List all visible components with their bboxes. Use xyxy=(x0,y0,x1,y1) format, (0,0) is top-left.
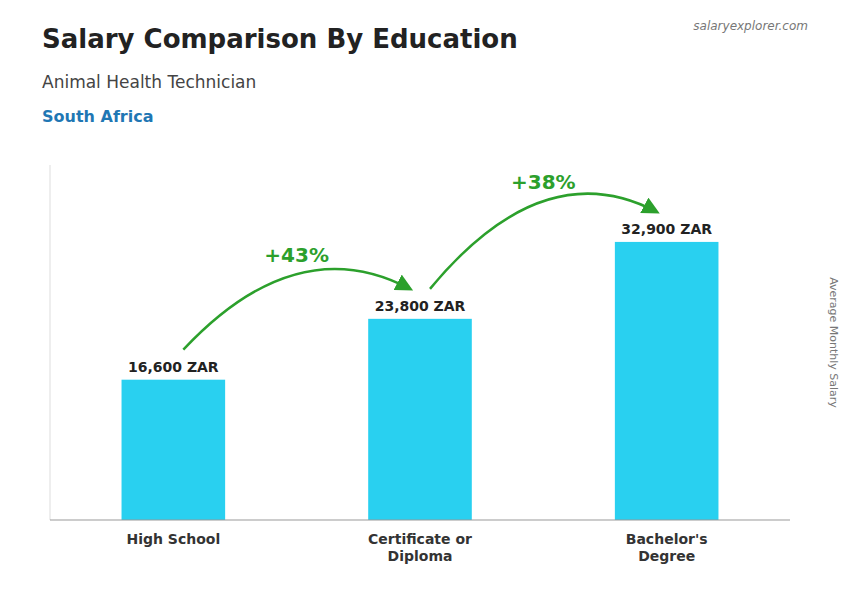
data-label: 32,900 ZAR xyxy=(621,221,712,237)
bar xyxy=(122,380,226,520)
data-label: 16,600 ZAR xyxy=(128,359,219,375)
change-label: +43% xyxy=(264,243,329,267)
x-axis-line xyxy=(50,520,790,521)
title: Salary Comparison By Education xyxy=(42,24,518,54)
chart: Salary Comparison By Education Animal Hea… xyxy=(0,0,850,606)
data-label: 23,800 ZAR xyxy=(375,298,466,314)
y-axis-label: Average Monthly Salary xyxy=(827,277,840,408)
change-label: +38% xyxy=(511,170,576,194)
subtitle: Animal Health Technician xyxy=(42,72,256,92)
x-tick-label: High School xyxy=(126,531,220,547)
bar xyxy=(368,319,472,520)
x-tick-label: Bachelor'sDegree xyxy=(626,531,708,564)
change-arrow xyxy=(183,269,410,350)
change-arrow xyxy=(430,194,657,289)
y-axis-line xyxy=(50,165,51,520)
bar xyxy=(615,242,719,520)
x-tick-label: Certificate orDiploma xyxy=(368,531,472,564)
bars xyxy=(122,242,719,520)
country: South Africa xyxy=(42,107,154,126)
source: salaryexplorer.com xyxy=(693,19,808,33)
chart-container: Salary Comparison By Education Animal Hea… xyxy=(0,0,850,606)
